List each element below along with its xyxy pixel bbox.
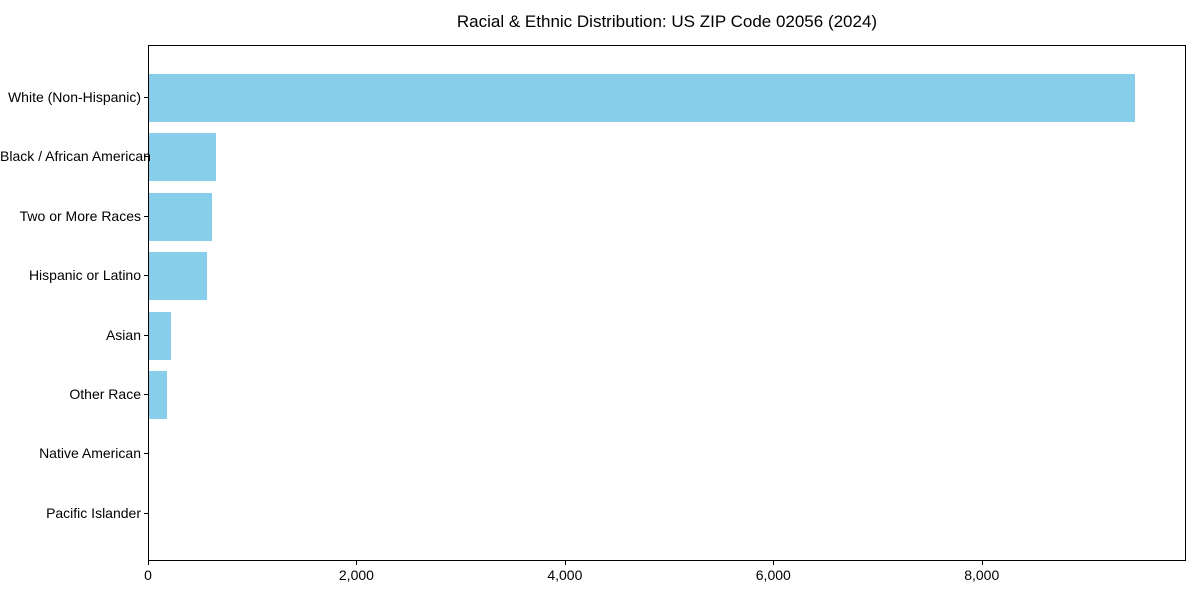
y-axis-tick-mark [144, 156, 148, 158]
y-axis-category-label: Asian [105, 326, 141, 343]
y-axis-tick-mark [144, 275, 148, 277]
y-axis-category-label: Other Race [69, 386, 141, 402]
y-axis-category-label: Black / African American [0, 148, 151, 165]
y-axis-tick-mark [144, 512, 148, 514]
y-axis-tick-mark [144, 334, 148, 336]
x-axis-tick-label: 2,000 [338, 567, 374, 583]
x-axis-tick-label: 6,000 [755, 567, 791, 583]
y-axis-tick-mark [144, 394, 148, 395]
x-axis-tick-label: 8,000 [964, 567, 1000, 583]
y-axis-tick-mark [144, 215, 148, 217]
x-axis-tick-mark [773, 561, 775, 565]
y-axis-tick-mark [144, 97, 148, 98]
bar-two-or-more-races [149, 192, 213, 241]
y-axis-category-label: Pacific Islander [46, 504, 141, 521]
bar-hispanic-or-latino [149, 252, 207, 301]
y-axis-category-label: Hispanic or Latino [28, 267, 141, 284]
x-axis-tick-mark [981, 561, 983, 565]
x-axis-tick-mark [356, 561, 358, 565]
y-axis-tick-mark [144, 453, 148, 455]
x-axis-tick-label: 0 [144, 567, 152, 583]
bar-asian [149, 311, 171, 360]
bar-white-non-hispanic [149, 74, 1136, 122]
x-axis-tick-mark [148, 561, 149, 565]
plot-area [148, 45, 1186, 561]
bar-other-race [149, 371, 167, 419]
y-axis-category-label: White (Non-Hispanic) [7, 89, 141, 105]
bar-black-african-american [149, 133, 216, 182]
y-axis-category-label: Native American [39, 445, 141, 462]
y-axis-category-label: Two or More Races [19, 207, 141, 224]
chart-title: Racial & Ethnic Distribution: US ZIP Cod… [456, 12, 878, 31]
x-axis-tick-mark [564, 561, 566, 565]
x-axis-tick-label: 4,000 [547, 567, 583, 583]
